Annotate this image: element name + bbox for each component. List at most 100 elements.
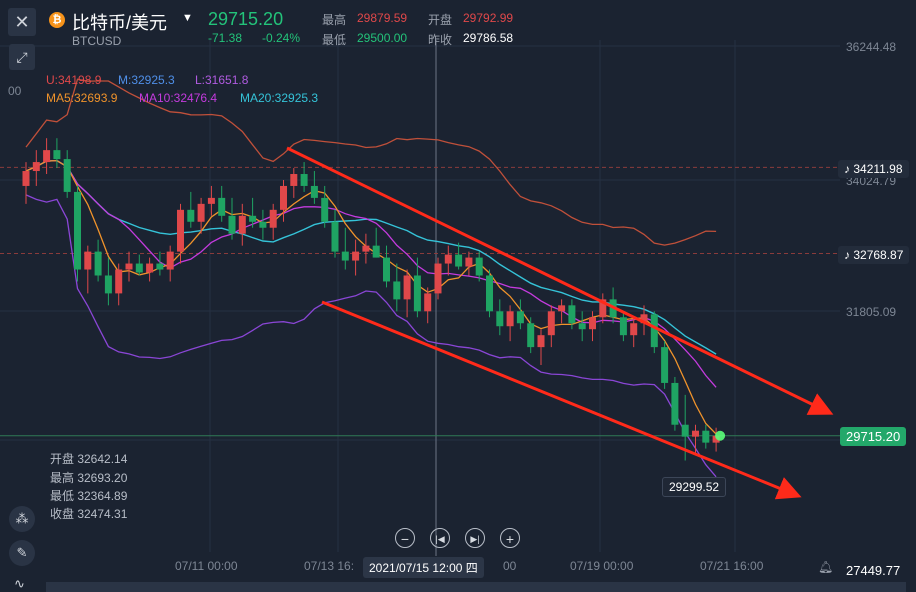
- candle: [125, 251, 133, 282]
- price-tick-3: 31805.09: [846, 305, 897, 319]
- overlay: [715, 430, 726, 441]
- live-price-dot: [715, 430, 726, 441]
- candle: [156, 251, 164, 276]
- bitcoin-icon: ₿: [49, 12, 65, 28]
- boll-lower: L:31651.8: [195, 73, 249, 87]
- alert-price-1[interactable]: ♪ 34211.98: [838, 160, 909, 178]
- candle: [558, 299, 566, 324]
- candle: [465, 251, 473, 276]
- candle: [661, 341, 669, 389]
- candle-body: [413, 275, 421, 312]
- ma10-line: [25, 159, 717, 388]
- candle-body: [619, 317, 627, 336]
- candle-body: [104, 275, 112, 294]
- candle-body: [640, 314, 648, 324]
- high-value: 29879.59: [357, 11, 408, 25]
- draw-pencil-icon[interactable]: ✎: [9, 540, 35, 566]
- time-tick-2: 07/13 16:: [304, 559, 355, 573]
- candle-body: [300, 174, 308, 186]
- candle: [74, 185, 81, 282]
- boll-upper: U:34198.9: [46, 73, 102, 87]
- candle: [712, 427, 720, 452]
- candle: [630, 317, 638, 348]
- candle: [640, 305, 648, 336]
- candle: [259, 209, 267, 240]
- indicator-tool-icon[interactable]: ⁂: [9, 506, 35, 532]
- candle-body: [259, 221, 267, 228]
- candle: [310, 171, 318, 204]
- candle-body: [207, 197, 215, 204]
- candle-body: [156, 263, 164, 270]
- candle-body: [568, 305, 576, 324]
- candle: [94, 239, 102, 282]
- candle: [269, 203, 277, 240]
- ohlc-high: 最高 32693.20: [50, 471, 128, 485]
- wave-icon[interactable]: ∿: [14, 576, 25, 591]
- open-value: 29792.99: [463, 11, 514, 25]
- bollinger-bands: [25, 78, 717, 478]
- candle: [166, 245, 174, 282]
- candle-body: [115, 269, 123, 294]
- candle: [207, 185, 215, 216]
- low-marker-label: 29299.52: [662, 477, 727, 497]
- zoom-out-button[interactable]: −: [395, 528, 415, 548]
- scroll-right-button[interactable]: ▶|: [465, 528, 485, 548]
- time-tick-5: 07/21 16:00: [700, 559, 764, 573]
- alert-value-1: 34211.98: [853, 162, 903, 176]
- candle-body: [228, 215, 236, 234]
- candle: [53, 138, 61, 169]
- candle-body: [455, 254, 463, 267]
- scroll-left-button[interactable]: |◀: [430, 528, 450, 548]
- close-button[interactable]: ✕: [8, 8, 36, 36]
- candle: [341, 227, 349, 270]
- candle: [362, 233, 370, 264]
- candle-body: [84, 251, 92, 270]
- candle-body: [681, 424, 689, 437]
- chevron-down-icon[interactable]: ▼: [182, 12, 193, 24]
- candle-body: [321, 197, 329, 222]
- candle: [249, 197, 257, 228]
- candle-body: [589, 317, 596, 330]
- candle: [516, 299, 524, 330]
- candle-body: [238, 215, 246, 234]
- current-price-tag: 29715.20: [840, 427, 907, 446]
- candle-body: [702, 430, 710, 443]
- alert-price-2[interactable]: ♪ 32768.87: [838, 246, 910, 264]
- period-tab-bar[interactable]: [46, 582, 906, 592]
- candle-body: [547, 311, 555, 336]
- candle: [238, 203, 246, 246]
- page-title[interactable]: 比特币/美元: [72, 13, 168, 33]
- candle-body: [671, 382, 679, 425]
- zoom-in-button[interactable]: +: [500, 528, 520, 548]
- candle: [331, 209, 339, 258]
- bell-icon: ♪: [844, 162, 850, 176]
- candle: [547, 305, 555, 348]
- price-change-pct: -0.24%: [262, 31, 301, 45]
- candle-body: [63, 159, 71, 192]
- candle-body: [249, 215, 257, 222]
- candle: [527, 317, 535, 354]
- candle: [568, 299, 576, 330]
- crosshair-time-label: 2021/07/15 12:00 四: [363, 557, 484, 578]
- candle: [692, 424, 699, 455]
- candle-body: [506, 311, 514, 327]
- candle-body: [310, 185, 318, 198]
- candle: [671, 376, 679, 431]
- candle-body: [32, 162, 40, 172]
- candle-body: [43, 150, 51, 163]
- candle: [63, 150, 71, 198]
- candle-body: [74, 191, 81, 270]
- candle-body: [650, 314, 658, 348]
- price-change: -71.38: [208, 31, 243, 45]
- candle: [352, 239, 360, 276]
- candle-body: [578, 323, 586, 330]
- candle-body: [444, 254, 452, 264]
- last-price: 29715.20: [208, 9, 284, 29]
- candle: [372, 227, 380, 258]
- expand-icon[interactable]: ⤢: [9, 44, 35, 70]
- candle: [187, 191, 195, 228]
- candle: [383, 245, 390, 288]
- candle-body: [362, 245, 370, 252]
- left-axis-stub: 00: [8, 84, 22, 98]
